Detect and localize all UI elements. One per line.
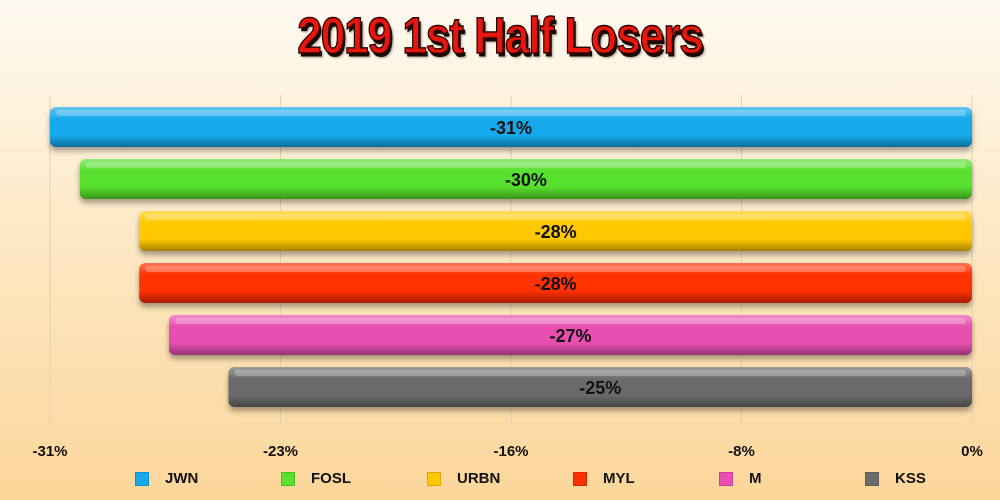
chart-title: 2019 1st Half Losers [297, 8, 705, 66]
bar-m [168, 315, 972, 355]
bar-kss [228, 367, 973, 407]
data-label: -25% [579, 378, 621, 398]
x-tick-label: -8% [728, 443, 755, 460]
legend-swatch [135, 471, 149, 486]
x-tick-label: -31% [32, 443, 67, 460]
bar-highlight [174, 318, 966, 324]
legend-swatch [573, 471, 587, 486]
legend-item-m: M [719, 470, 762, 487]
legend-swatch [427, 471, 441, 486]
legend-swatch [719, 471, 733, 486]
legend-swatch [865, 471, 879, 486]
x-tick-label: 0% [961, 443, 983, 460]
bar-myl [139, 263, 972, 303]
bar-jwn [50, 107, 972, 147]
legend-item-kss: KSS [865, 470, 926, 487]
bar-highlight [85, 162, 966, 168]
x-tick-label: -16% [493, 443, 528, 460]
x-tick-label: -23% [263, 443, 298, 460]
data-label: -31% [490, 118, 532, 138]
legend-label: M [749, 470, 762, 487]
data-label: -28% [535, 274, 577, 294]
data-label: -30% [505, 170, 547, 190]
data-label: -27% [549, 326, 591, 346]
legend-item-fosl: FOSL [281, 470, 351, 487]
bar-highlight [56, 110, 966, 116]
bar-urbn [139, 211, 972, 251]
data-label: -28% [535, 222, 577, 242]
legend-label: JWN [165, 470, 199, 487]
bar-highlight [145, 266, 966, 272]
bar-highlight [145, 214, 966, 220]
chart-legend: JWN FOSL URBN MYL M KSS [0, 470, 1000, 492]
legend-label: MYL [603, 470, 635, 487]
bar-highlight [234, 370, 967, 376]
legend-item-jwn: JWN [135, 470, 198, 487]
legend-item-myl: MYL [573, 470, 635, 487]
legend-label: FOSL [311, 470, 351, 487]
bar-fosl [79, 159, 972, 199]
legend-item-urbn: URBN [427, 470, 500, 487]
legend-swatch [281, 471, 295, 486]
legend-label: KSS [895, 470, 926, 487]
legend-label: URBN [457, 470, 501, 487]
